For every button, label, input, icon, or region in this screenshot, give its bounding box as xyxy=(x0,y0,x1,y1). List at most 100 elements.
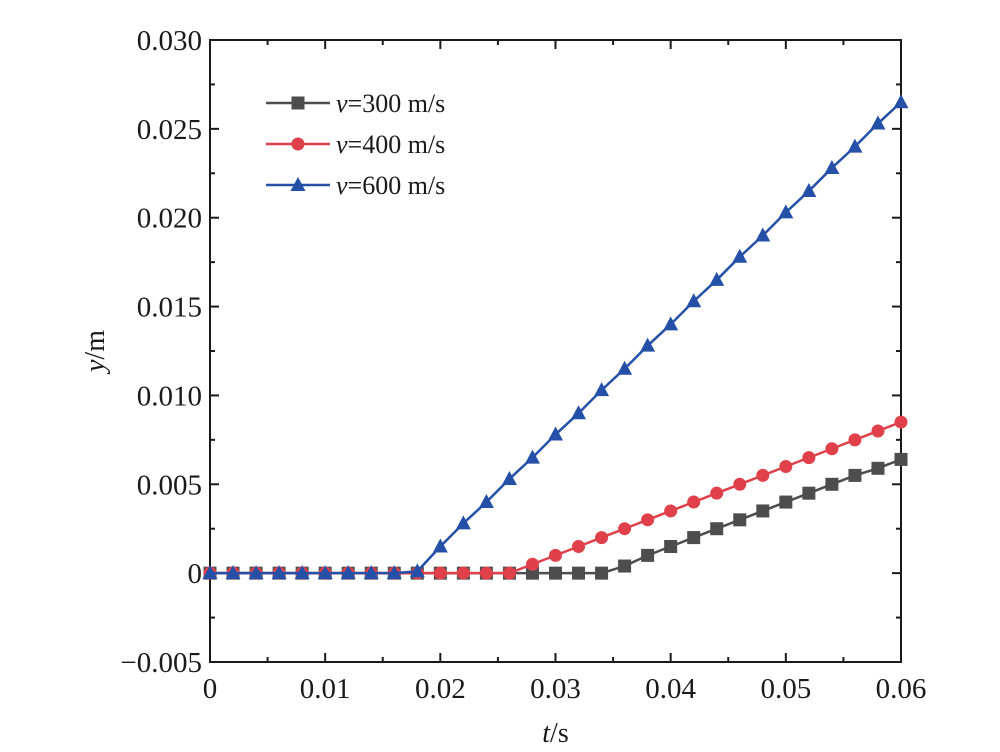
y-tick-label: 0.030 xyxy=(137,25,202,57)
legend-label: v=600 m/s xyxy=(336,171,445,200)
legend-value: =400 m/s xyxy=(348,130,446,159)
series-3 xyxy=(202,94,909,580)
data-point xyxy=(894,415,908,429)
data-point xyxy=(848,468,862,482)
data-point xyxy=(802,451,816,465)
x-axis-unit: /s xyxy=(550,718,569,749)
data-point xyxy=(894,452,908,466)
data-point xyxy=(248,565,264,580)
data-point xyxy=(202,565,218,580)
legend-label: v=300 m/s xyxy=(336,89,445,118)
x-tick-label: 0.05 xyxy=(760,673,811,705)
x-tick-label: 0.02 xyxy=(415,673,466,705)
data-point xyxy=(502,566,516,580)
data-point xyxy=(893,94,909,109)
y-tick-label: −0.005 xyxy=(120,647,202,679)
data-point xyxy=(433,566,447,580)
data-point xyxy=(779,460,793,474)
legend-marker xyxy=(291,137,305,151)
legend-variable: v xyxy=(336,171,348,200)
data-point xyxy=(755,227,771,242)
y-tick-label: 0.010 xyxy=(137,380,202,412)
data-point xyxy=(294,565,310,580)
data-point xyxy=(478,494,494,509)
data-point xyxy=(687,531,701,545)
axis-ticks xyxy=(209,39,902,663)
data-point xyxy=(848,433,862,447)
legend-variable: v xyxy=(336,130,348,159)
y-axis-variable: y xyxy=(80,359,111,375)
data-point xyxy=(733,513,747,527)
data-point xyxy=(870,115,886,130)
data-point xyxy=(595,531,609,545)
data-point xyxy=(756,504,770,518)
data-point xyxy=(686,293,702,308)
data-point xyxy=(710,522,724,536)
data-point xyxy=(732,248,748,263)
data-point xyxy=(640,337,656,352)
tick-labels: 0 0.01 0.02 0.03 0.04 0.05 0.06−0.00500.0050.0… xyxy=(120,25,926,705)
series-line xyxy=(210,101,902,575)
data-point xyxy=(641,513,655,527)
data-point xyxy=(618,522,632,536)
data-point xyxy=(386,565,402,580)
data-point xyxy=(456,566,470,580)
data-point xyxy=(687,495,701,509)
data-point xyxy=(479,566,493,580)
data-point xyxy=(825,442,839,456)
data-point xyxy=(871,424,885,438)
legend-item: v=400 m/s xyxy=(266,130,445,159)
data-point xyxy=(572,539,586,553)
data-point xyxy=(756,468,770,482)
data-point xyxy=(617,360,633,375)
data-point xyxy=(778,204,794,219)
data-point xyxy=(549,548,562,562)
data-point xyxy=(340,565,356,580)
data-point xyxy=(501,470,517,485)
data-point xyxy=(664,539,678,553)
data-point xyxy=(595,566,609,580)
x-tick-label: 0 xyxy=(203,673,218,705)
legend-item: v=300 m/s xyxy=(266,89,445,118)
data-point xyxy=(409,563,425,578)
data-point xyxy=(733,477,747,491)
data-point xyxy=(571,405,587,420)
data-point xyxy=(641,548,655,562)
y-tick-label: 0.005 xyxy=(137,469,202,501)
data-point xyxy=(524,449,540,464)
x-tick-label: 0.03 xyxy=(530,673,581,705)
legend-marker xyxy=(290,177,306,191)
data-point xyxy=(825,477,839,491)
data-point xyxy=(664,504,678,518)
series-layer xyxy=(202,94,909,580)
data-point xyxy=(847,138,863,153)
x-tick-label: 0.01 xyxy=(300,673,351,705)
data-point xyxy=(525,566,539,580)
legend-value: =600 m/s xyxy=(348,171,446,200)
legend-marker xyxy=(291,96,305,110)
y-tick-label: 0.020 xyxy=(137,203,202,235)
legend-value: =300 m/s xyxy=(348,89,446,118)
data-point xyxy=(801,183,817,198)
data-point xyxy=(618,559,632,573)
data-point xyxy=(824,159,840,174)
data-point xyxy=(871,461,885,475)
data-point xyxy=(363,565,379,580)
data-point xyxy=(225,565,241,580)
data-point xyxy=(548,426,563,441)
y-tick-label: 0 xyxy=(188,558,203,590)
data-point xyxy=(525,557,539,571)
legend: v=300 m/sv=400 m/sv=600 m/s xyxy=(266,89,445,200)
data-point xyxy=(779,495,793,509)
y-tick-label: 0.015 xyxy=(137,292,202,324)
y-axis-title: y/m xyxy=(80,330,111,375)
data-point xyxy=(271,565,287,580)
x-axis-title: t/s xyxy=(542,718,568,749)
legend-label: v=400 m/s xyxy=(336,130,445,159)
x-tick-label: 0.06 xyxy=(876,673,927,705)
legend-item: v=600 m/s xyxy=(266,171,445,200)
data-point xyxy=(710,486,724,500)
data-point xyxy=(663,316,679,331)
